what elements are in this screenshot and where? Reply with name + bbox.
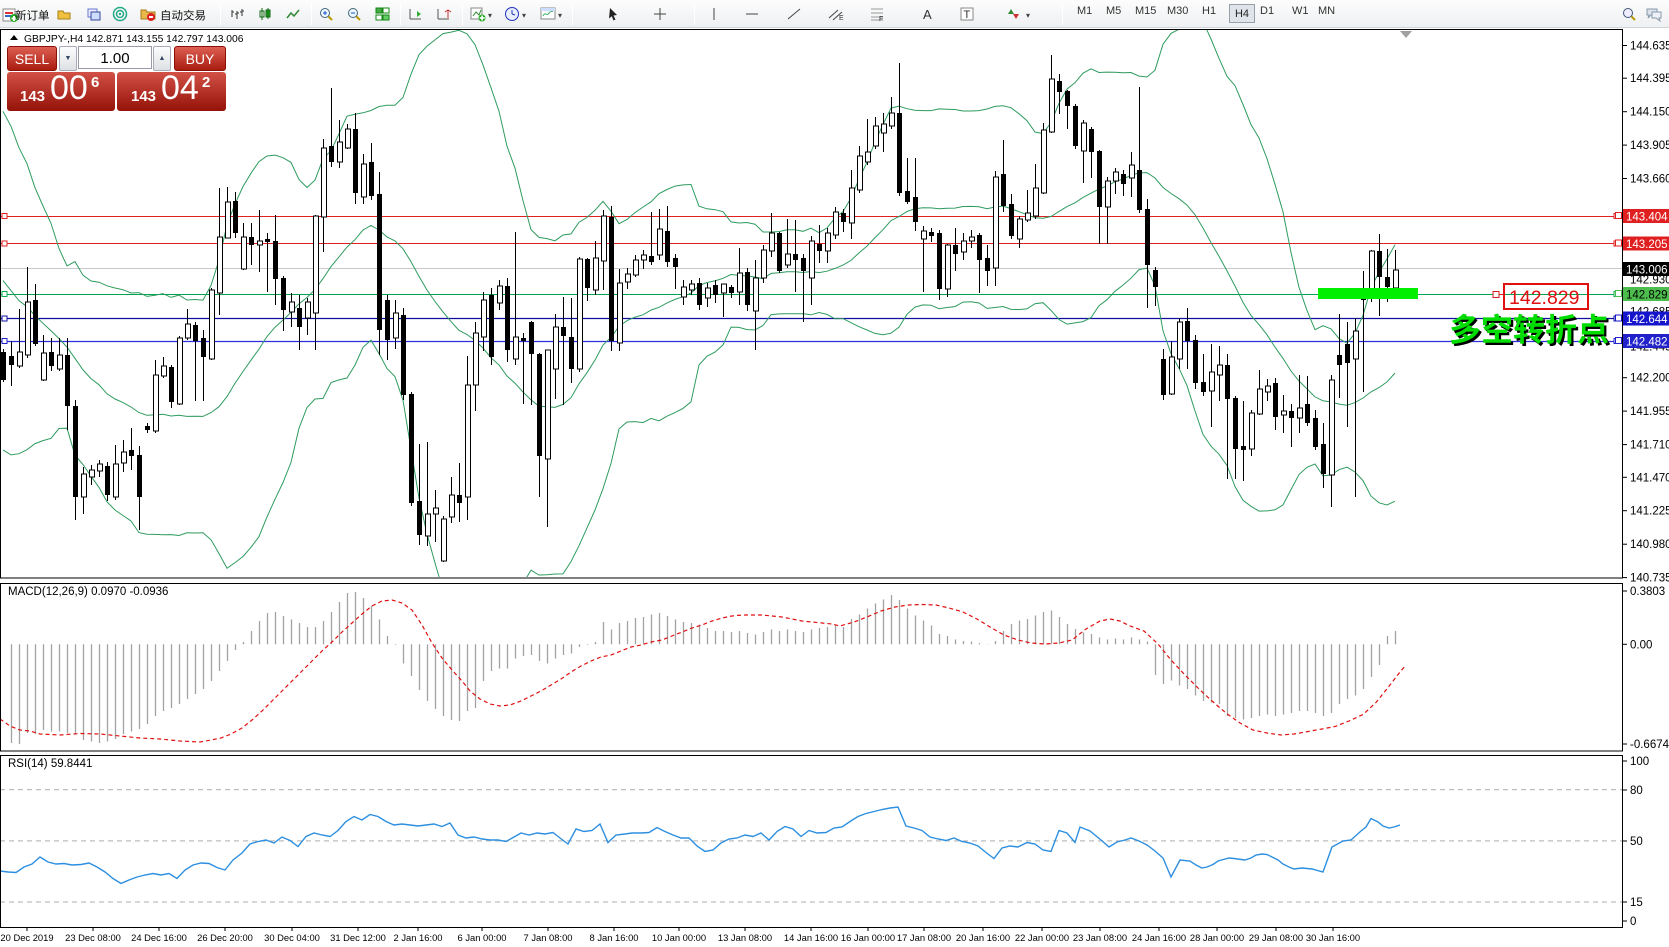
svg-text:143.660: 143.660 <box>1630 174 1669 186</box>
svg-text:50: 50 <box>1630 836 1643 848</box>
svg-text:16 Jan 00:00: 16 Jan 00:00 <box>841 932 895 943</box>
svg-text:142.829: 142.829 <box>1626 290 1668 302</box>
svg-text:143.404: 143.404 <box>1626 212 1668 224</box>
svg-text:MACD(12,26,9) 0.0970 -0.0936: MACD(12,26,9) 0.0970 -0.0936 <box>8 586 168 598</box>
svg-text:17 Jan 08:00: 17 Jan 08:00 <box>897 932 951 943</box>
svg-text:140.735: 140.735 <box>1630 573 1669 585</box>
svg-text:30 Dec 04:00: 30 Dec 04:00 <box>264 932 320 943</box>
svg-text:T: T <box>964 9 971 21</box>
svg-text:7 Jan 08:00: 7 Jan 08:00 <box>524 932 573 943</box>
svg-text:142.829: 142.829 <box>1509 287 1580 309</box>
svg-text:14 Jan 16:00: 14 Jan 16:00 <box>784 932 838 943</box>
svg-text:A: A <box>923 7 932 22</box>
svg-text:22 Jan 00:00: 22 Jan 00:00 <box>1015 932 1069 943</box>
svg-text:144.150: 144.150 <box>1630 107 1669 119</box>
svg-text:6 Jan 00:00: 6 Jan 00:00 <box>458 932 507 943</box>
svg-text:29 Jan 08:00: 29 Jan 08:00 <box>1249 932 1303 943</box>
svg-text:E: E <box>839 15 844 22</box>
svg-text:144.395: 144.395 <box>1630 73 1669 85</box>
svg-text:142.644: 142.644 <box>1626 314 1668 326</box>
svg-text:24 Dec 16:00: 24 Dec 16:00 <box>131 932 187 943</box>
svg-text:26 Dec 20:00: 26 Dec 20:00 <box>197 932 253 943</box>
svg-text:28 Jan 00:00: 28 Jan 00:00 <box>1190 932 1244 943</box>
svg-text:23 Dec 08:00: 23 Dec 08:00 <box>65 932 121 943</box>
svg-text:142.482: 142.482 <box>1626 337 1668 349</box>
svg-text:RSI(14) 59.8441: RSI(14) 59.8441 <box>8 758 92 770</box>
svg-text:30 Jan 16:00: 30 Jan 16:00 <box>1306 932 1360 943</box>
svg-text:23 Jan 08:00: 23 Jan 08:00 <box>1073 932 1127 943</box>
svg-text:144.635: 144.635 <box>1630 41 1669 53</box>
svg-text:GBPJPY-,H4 142.871 143.155 14: GBPJPY-,H4 142.871 143.155 142.797 143.0… <box>24 34 244 45</box>
svg-text:13 Jan 08:00: 13 Jan 08:00 <box>718 932 772 943</box>
svg-text:142.200: 142.200 <box>1630 373 1669 385</box>
svg-text:0.3803: 0.3803 <box>1630 586 1665 598</box>
svg-text:8 Jan 16:00: 8 Jan 16:00 <box>590 932 639 943</box>
svg-text:142.930: 142.930 <box>1630 275 1669 287</box>
svg-text:20 Dec 2019: 20 Dec 2019 <box>0 932 53 943</box>
svg-text:100: 100 <box>1630 756 1649 768</box>
svg-text:80: 80 <box>1630 785 1643 797</box>
svg-text:31 Dec 12:00: 31 Dec 12:00 <box>330 932 386 943</box>
svg-text:141.225: 141.225 <box>1630 506 1669 518</box>
svg-text:0: 0 <box>1630 916 1636 928</box>
svg-text:143.006: 143.006 <box>1626 265 1668 277</box>
svg-text:143.205: 143.205 <box>1626 239 1668 251</box>
svg-text:10 Jan 00:00: 10 Jan 00:00 <box>652 932 706 943</box>
svg-text:141.955: 141.955 <box>1630 406 1669 418</box>
svg-text:141.470: 141.470 <box>1630 472 1669 484</box>
svg-text:15: 15 <box>1630 897 1643 909</box>
svg-text:24 Jan 16:00: 24 Jan 16:00 <box>1132 932 1186 943</box>
svg-text:140.980: 140.980 <box>1630 539 1669 551</box>
svg-text:2 Jan 16:00: 2 Jan 16:00 <box>394 932 443 943</box>
svg-text:20 Jan 16:00: 20 Jan 16:00 <box>956 932 1010 943</box>
svg-text:143.905: 143.905 <box>1630 140 1669 152</box>
svg-text:141.710: 141.710 <box>1630 440 1669 452</box>
svg-text:0.00: 0.00 <box>1630 639 1652 651</box>
svg-text:-0.6674: -0.6674 <box>1630 739 1669 751</box>
svg-text:F: F <box>879 16 883 22</box>
